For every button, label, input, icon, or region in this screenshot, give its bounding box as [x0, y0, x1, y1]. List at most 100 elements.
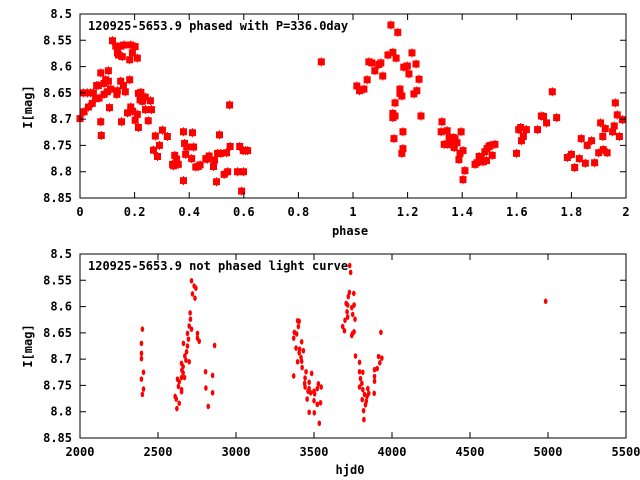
data-point [117, 117, 125, 127]
data-point [189, 278, 194, 284]
y-tick-label: 8.55 [43, 33, 72, 47]
data-point [94, 80, 102, 90]
data-point [346, 293, 351, 300]
data-point [358, 375, 363, 382]
data-point [210, 372, 215, 379]
data-point [376, 353, 381, 360]
data-point [195, 330, 200, 337]
data-point [294, 345, 298, 351]
data-point [360, 396, 365, 403]
data-point [139, 355, 144, 362]
data-point [390, 134, 398, 144]
x-tick-label: 0.2 [124, 205, 146, 219]
data-point [206, 403, 211, 410]
data-point [181, 370, 185, 376]
data-point [459, 175, 467, 185]
data-point [368, 58, 376, 68]
data-point [216, 130, 224, 140]
data-point [118, 52, 126, 62]
data-point [317, 420, 322, 427]
x-tick-label: 0.4 [178, 205, 200, 219]
data-point [97, 117, 105, 127]
data-point [599, 131, 607, 141]
data-point [361, 386, 365, 393]
data-point [163, 131, 171, 141]
x-tick-label: 4000 [378, 445, 407, 459]
data-point [349, 332, 354, 339]
data-point [315, 401, 320, 408]
data-point [134, 123, 142, 133]
data-point [443, 126, 451, 136]
data-point [312, 409, 317, 416]
data-point [567, 149, 575, 159]
plot-border [79, 13, 627, 199]
phased-axes: 0 0.2 0.4 0.6 0.8 1 1.2 1.4 1.6 1.8 2 8.5 8.55 8.6 8.6… [43, 7, 630, 219]
data-point [299, 358, 304, 365]
data-point [372, 390, 377, 397]
x-tick-label: 0.8 [288, 205, 310, 219]
data-point [291, 373, 296, 379]
data-point [183, 353, 187, 359]
data-point [211, 155, 219, 165]
data-point [347, 262, 352, 269]
data-point [553, 113, 561, 123]
data-point [182, 149, 190, 159]
data-point [372, 373, 377, 380]
data-point [139, 350, 144, 357]
x-tick-label: 2 [622, 205, 629, 219]
data-point [194, 285, 198, 291]
data-point [618, 115, 626, 125]
data-point [148, 105, 156, 115]
data-point [413, 86, 421, 96]
data-point [297, 318, 301, 325]
data-point [543, 118, 551, 128]
data-point [357, 359, 362, 366]
unphased-x-axis-label: hjd0 [336, 463, 365, 477]
data-point [340, 323, 345, 330]
y-tick-label: 8.8 [50, 165, 72, 179]
data-point [238, 186, 246, 196]
x-tick-label: 3500 [300, 445, 329, 459]
data-point [519, 131, 527, 141]
data-point [610, 121, 618, 131]
data-point [403, 61, 411, 71]
data-point [394, 27, 402, 37]
data-point [361, 369, 365, 376]
data-point [375, 365, 379, 372]
data-point [179, 388, 184, 395]
data-point [591, 158, 599, 168]
data-point [179, 127, 187, 137]
data-point [342, 327, 347, 334]
data-point [133, 53, 141, 63]
data-point [104, 66, 112, 76]
phased-points [76, 20, 626, 196]
data-point [140, 326, 145, 332]
data-point [126, 55, 134, 65]
data-point [347, 289, 352, 296]
x-tick-label: 1 [349, 205, 356, 219]
data-point [615, 131, 623, 141]
data-point [377, 58, 385, 68]
data-point [363, 402, 368, 408]
data-point [174, 159, 182, 169]
data-point [190, 291, 195, 297]
data-point [316, 381, 321, 387]
data-point [294, 331, 299, 337]
data-point [349, 304, 354, 311]
data-point [204, 385, 208, 391]
data-point [391, 98, 399, 108]
data-point [188, 128, 196, 138]
data-point [210, 389, 215, 396]
data-point [405, 69, 413, 79]
data-point [357, 368, 362, 375]
y-tick-label: 8.65 [43, 326, 72, 340]
unphased-plot: 2000 2500 3000 3500 4000 4500 5000 5500 8.5 8.55 8… [21, 247, 640, 477]
data-point [181, 340, 186, 347]
data-point [187, 323, 191, 329]
data-point [139, 376, 144, 382]
data-point [133, 109, 141, 119]
data-point [345, 314, 350, 320]
data-point [575, 154, 583, 164]
data-point [291, 335, 296, 341]
